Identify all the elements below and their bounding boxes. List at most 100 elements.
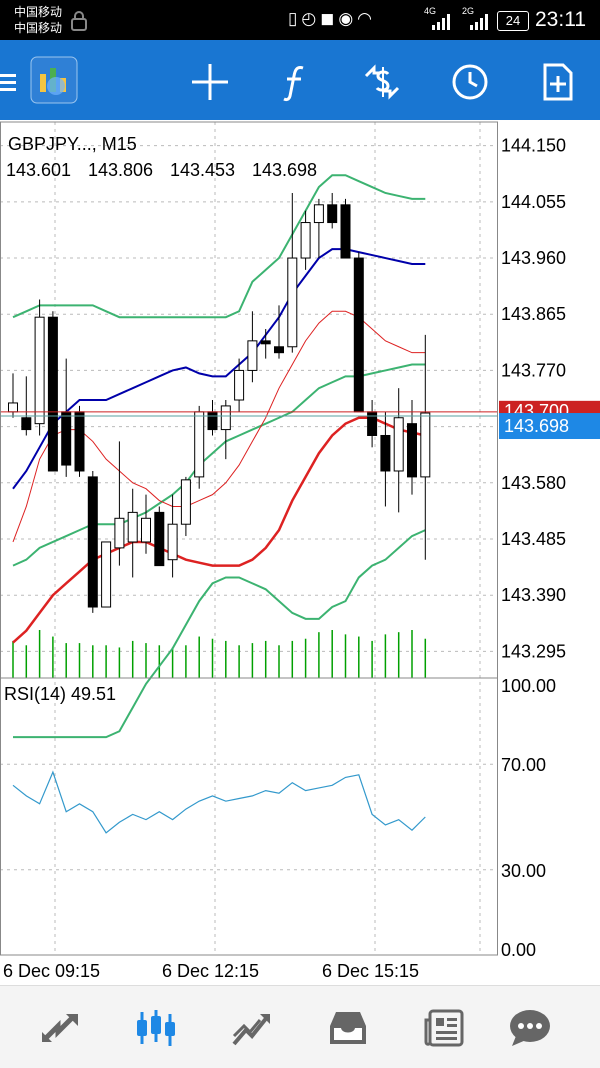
symbol-label: GBPJPY..., M15 — [8, 134, 137, 154]
candle-bullish — [8, 402, 18, 413]
price-axis-label: 143.485 — [501, 529, 566, 549]
price-axis-label: 143.865 — [501, 304, 566, 324]
status-bar: 中国移动 中国移动 ▯◴◼◉◠ 4G 2G 24 23:11 — [0, 0, 600, 40]
rsi-label: RSI(14) 49.51 — [4, 684, 116, 704]
volume-bars — [12, 630, 427, 678]
chart-frame — [0, 121, 498, 956]
rsi-series — [12, 770, 426, 834]
rsi-axis-label: 30.00 — [501, 861, 546, 881]
quotes-icon[interactable] — [38, 1008, 82, 1048]
candle-bearish — [74, 411, 85, 472]
price-axis-label: 143.580 — [501, 473, 566, 493]
rsi-axis-label: 0.00 — [501, 940, 536, 960]
mt-logo-icon[interactable] — [30, 56, 78, 104]
candle-bullish — [141, 517, 151, 543]
battery-icon: 24 — [497, 11, 529, 31]
candle-bearish — [367, 411, 378, 436]
price-axis-label: 143.390 — [501, 585, 566, 605]
candle-bullish — [247, 340, 258, 371]
price-axis-label: 144.150 — [501, 136, 566, 156]
clock: 23:11 — [535, 8, 586, 31]
network-2-label: 2G — [462, 6, 475, 16]
vibrate-icon: ▯ — [288, 9, 302, 28]
candle-bearish — [340, 204, 351, 259]
candle-bearish — [353, 257, 364, 413]
candle-bearish — [61, 411, 72, 466]
candle-bearish — [21, 417, 32, 431]
signal-1-icon — [432, 14, 450, 30]
candle-bullish — [420, 412, 431, 478]
candle-bullish — [180, 479, 191, 525]
candle-bearish — [154, 511, 165, 567]
candle-bearish — [87, 476, 98, 608]
moving-average-line — [12, 248, 426, 490]
status-icons: ▯◴◼◉◠ — [288, 9, 376, 29]
moving-average-red-line — [12, 416, 426, 644]
candle-bullish — [127, 511, 138, 543]
price-chart[interactable]: 144.150 144.055 143.960 143.865 143.770 143.6… — [0, 120, 600, 985]
network-1-label: 4G — [424, 6, 437, 16]
bid-price-tag — [499, 413, 600, 440]
candle-bearish — [274, 346, 284, 354]
eye-icon: ◉ — [338, 9, 358, 28]
candle-bullish — [34, 316, 45, 425]
candle-bearish — [327, 204, 338, 224]
candle-bearish — [407, 423, 417, 478]
menu-icon[interactable] — [0, 62, 20, 102]
price-axis-label: 143.960 — [501, 248, 566, 268]
bottom-navigation — [0, 985, 600, 1068]
candle-bullish — [220, 405, 231, 431]
bid-price-tag-label: 143.698 — [504, 416, 569, 436]
trade-nav-icon[interactable] — [230, 1008, 274, 1048]
ohlc-low: 143.453 — [170, 160, 235, 180]
chart-axes: 144.150 144.055 143.960 143.865 143.770 143.6… — [3, 136, 600, 981]
trade-icon[interactable] — [362, 62, 402, 102]
candle-bullish — [393, 417, 404, 472]
alarm-icon: ◴ — [301, 9, 321, 28]
time-axis-label: 6 Dec 12:15 — [162, 961, 259, 981]
signal-2-icon — [470, 14, 488, 30]
ohlc-close: 143.698 — [252, 160, 317, 180]
rsi-panel-border — [0, 677, 498, 956]
time-axis-label: 6 Dec 15:15 — [322, 961, 419, 981]
price-axis-label: 144.055 — [501, 192, 566, 212]
price-axis-label: 143.295 — [501, 641, 566, 661]
candle-bullish — [234, 369, 245, 401]
crosshair-icon[interactable] — [190, 62, 230, 102]
candle-bullish — [300, 222, 311, 259]
candle-bearish — [47, 316, 58, 472]
candle-bullish — [313, 204, 324, 224]
candle-bullish — [114, 517, 125, 549]
rsi-line — [12, 770, 426, 834]
candle-bearish — [207, 411, 218, 431]
new-order-icon[interactable] — [537, 62, 577, 102]
chart-icon[interactable] — [134, 1008, 178, 1048]
price-lines — [0, 411, 497, 417]
lock-icon — [71, 11, 87, 31]
function-icon[interactable] — [275, 62, 315, 102]
history-icon[interactable] — [326, 1008, 370, 1048]
hd-icon: ◼ — [320, 9, 339, 28]
rsi-axis-label: 70.00 — [501, 755, 546, 775]
candle-bearish — [380, 434, 391, 472]
news-icon[interactable] — [422, 1008, 466, 1048]
candle-bullish — [167, 523, 178, 561]
candle-bullish — [287, 257, 298, 348]
bollinger-upper-line — [12, 174, 426, 319]
carrier-2: 中国移动 — [14, 21, 63, 35]
rsi-axis-label: 100.00 — [501, 676, 556, 696]
candle-bearish — [260, 340, 271, 345]
candle-bullish — [194, 411, 205, 478]
clock-icon[interactable] — [450, 62, 490, 102]
price-axis-label: 143.770 — [501, 360, 566, 380]
messages-icon[interactable] — [508, 1008, 552, 1048]
ohlc-open: 143.601 — [6, 160, 71, 180]
candlesticks — [8, 192, 431, 613]
wifi-icon: ◠ — [357, 9, 377, 28]
time-axis-label: 6 Dec 09:15 — [3, 961, 100, 981]
candle-bullish — [101, 541, 112, 608]
ohlc-high: 143.806 — [88, 160, 153, 180]
bollinger-lower-line — [13, 529, 426, 739]
carrier-1: 中国移动 — [14, 5, 63, 19]
chart-toolbar — [0, 40, 600, 120]
